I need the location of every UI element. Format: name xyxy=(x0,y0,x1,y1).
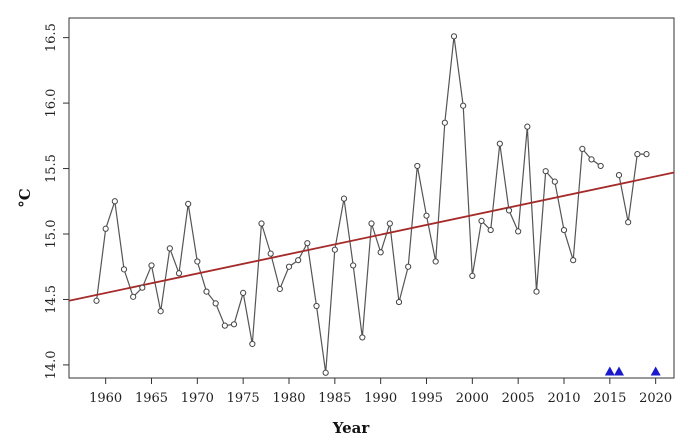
data-point xyxy=(496,140,503,147)
data-point xyxy=(359,334,366,341)
data-point xyxy=(285,263,293,270)
data-point xyxy=(102,225,109,232)
triangle-marker xyxy=(604,366,615,376)
triangle-marker xyxy=(614,366,624,376)
x-tick-label: 2015 xyxy=(593,391,626,406)
data-point xyxy=(542,168,549,175)
x-axis-title: Year xyxy=(332,419,371,437)
x-tick-label: 1960 xyxy=(89,391,122,406)
data-point xyxy=(597,162,604,170)
data-point xyxy=(625,219,632,226)
data-point xyxy=(130,293,137,300)
data-point xyxy=(615,171,623,179)
data-point xyxy=(221,322,228,329)
data-point xyxy=(194,258,201,265)
data-point xyxy=(533,288,540,295)
x-tick-label: 1970 xyxy=(181,391,214,406)
triangle-markers xyxy=(604,366,661,376)
y-tick-label: 15.0 xyxy=(44,220,59,249)
data-point xyxy=(313,302,320,310)
data-point xyxy=(175,270,183,277)
x-tick-label: 1965 xyxy=(135,391,168,406)
data-point xyxy=(395,298,403,306)
data-point xyxy=(505,207,513,214)
data-point xyxy=(304,240,311,247)
y-tick-label: 16.0 xyxy=(44,89,59,118)
data-point xyxy=(570,257,577,264)
x-tick-label: 2000 xyxy=(456,391,489,406)
data-point xyxy=(560,226,568,234)
data-point xyxy=(643,151,650,158)
data-point xyxy=(203,288,210,295)
data-point xyxy=(340,195,348,202)
data-point xyxy=(295,257,302,264)
data-point xyxy=(230,321,238,328)
data-point xyxy=(441,119,448,126)
y-axis-title: °C xyxy=(16,188,34,208)
data-point xyxy=(460,102,467,109)
x-tick-label: 1975 xyxy=(227,391,260,406)
data-point xyxy=(588,156,595,163)
data-point xyxy=(148,262,155,269)
data-point xyxy=(331,246,338,253)
triangle-marker xyxy=(650,366,661,376)
data-point xyxy=(185,200,192,207)
data-point xyxy=(423,212,430,219)
data-point xyxy=(157,308,164,315)
x-tick-label: 2020 xyxy=(639,391,672,406)
data-point xyxy=(478,217,485,225)
data-point xyxy=(487,226,494,234)
data-point xyxy=(166,245,173,252)
data-point xyxy=(111,198,118,205)
x-tick-label: 1985 xyxy=(318,391,351,406)
data-point xyxy=(322,369,329,376)
data-point xyxy=(432,258,439,265)
temperature-series-line xyxy=(95,36,602,373)
data-point xyxy=(258,220,265,227)
plot-frame xyxy=(68,17,675,379)
data-point xyxy=(524,123,531,130)
data-point xyxy=(377,249,384,256)
data-point xyxy=(120,266,128,273)
y-tick-label: 14.0 xyxy=(44,350,59,379)
data-point xyxy=(414,162,421,170)
data-points xyxy=(93,33,650,376)
y-tick-label: 16.5 xyxy=(44,23,59,52)
data-point xyxy=(350,262,357,269)
trend-line-group xyxy=(68,171,675,302)
data-point xyxy=(405,263,412,270)
data-point xyxy=(450,33,458,40)
data-series xyxy=(95,36,647,373)
data-point xyxy=(93,297,100,304)
temperature-series-line xyxy=(618,153,647,223)
axis-ticks: 1960 1965 1970 1975 1980 1985 1990 1995 2000 2005… xyxy=(44,23,672,406)
x-tick-label: 2010 xyxy=(547,391,580,406)
x-tick-label: 1995 xyxy=(410,391,443,406)
data-point xyxy=(368,220,375,227)
data-point xyxy=(139,284,146,291)
data-point xyxy=(276,285,283,293)
x-tick-label: 1980 xyxy=(272,391,305,406)
trend-line xyxy=(68,171,675,302)
data-point xyxy=(386,220,393,227)
y-tick-label: 15.5 xyxy=(44,154,59,183)
data-point xyxy=(634,151,641,158)
data-point xyxy=(579,145,586,153)
y-tick-label: 14.5 xyxy=(44,285,59,314)
data-point xyxy=(469,272,476,279)
data-point xyxy=(515,228,522,235)
data-point xyxy=(249,340,256,348)
data-point xyxy=(240,289,247,297)
x-tick-label: 2005 xyxy=(502,391,535,406)
data-point xyxy=(551,178,558,185)
data-point xyxy=(267,250,274,257)
x-tick-label: 1990 xyxy=(364,391,397,406)
data-point xyxy=(212,300,219,307)
